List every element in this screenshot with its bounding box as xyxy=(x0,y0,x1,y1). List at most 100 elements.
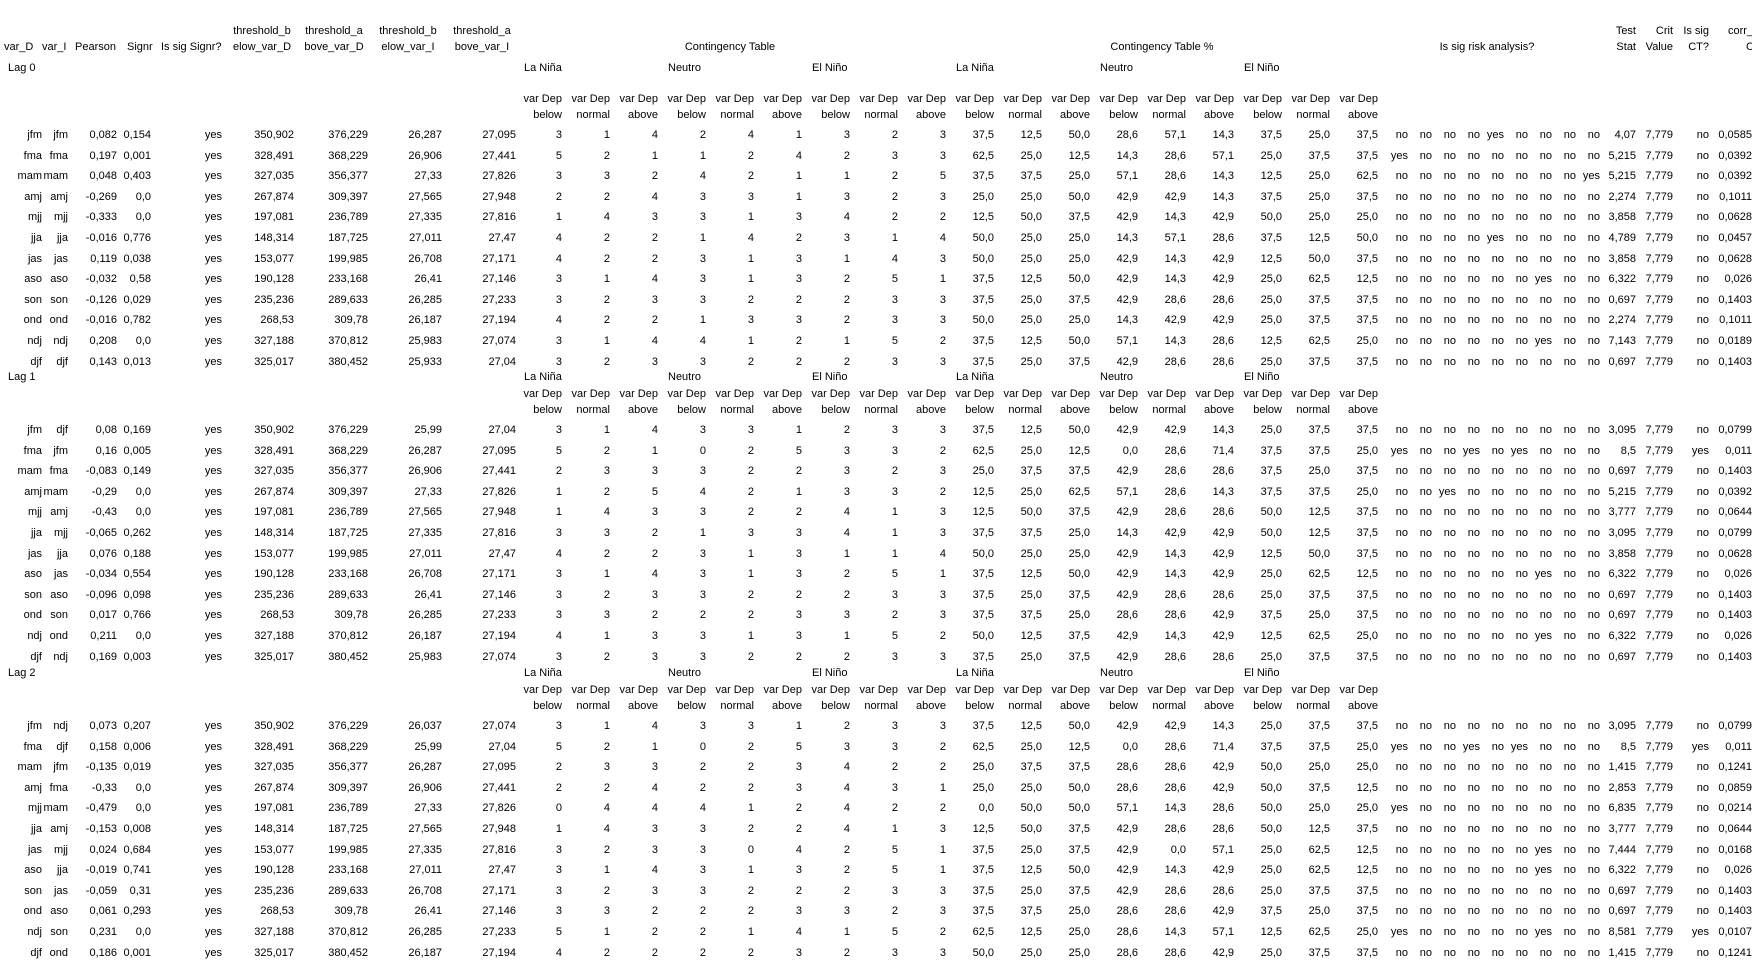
table-cell: yes xyxy=(204,424,222,436)
table-cell: no xyxy=(1696,190,1709,203)
table-cell: 42,9 xyxy=(1164,527,1186,539)
table-cell: 26,287 xyxy=(408,761,442,774)
table-cell: no xyxy=(1587,884,1600,897)
table-cell: no xyxy=(1696,149,1709,162)
table-cell: 37,5 xyxy=(1020,609,1042,622)
table-cell: 27,948 xyxy=(482,190,516,203)
table-cell: no xyxy=(1491,843,1504,856)
table-cell: no xyxy=(1587,129,1600,141)
table-cell: 37,5 xyxy=(1308,720,1330,732)
table-cell: 0,208 xyxy=(89,335,117,347)
table-cell: 1 xyxy=(603,864,610,877)
table-cell: 1 xyxy=(843,926,850,938)
table-cell: 3 xyxy=(555,609,562,622)
table-cell: 37,5 xyxy=(1356,129,1378,141)
category-header-bottom: below xyxy=(965,109,994,121)
table-cell: 4 xyxy=(891,252,898,265)
table-cell: 37,5 xyxy=(972,905,994,918)
table-cell: 7,444 xyxy=(1608,843,1636,856)
table-cell: 2 xyxy=(843,884,850,897)
category-header-top: var Dep xyxy=(811,684,850,696)
table-cell: 42,9 xyxy=(1212,630,1234,642)
table-cell: no xyxy=(1395,355,1408,368)
table-cell: 42,9 xyxy=(1116,568,1138,581)
table-cell: 309,397 xyxy=(328,781,368,794)
table-cell: no xyxy=(1563,720,1576,732)
table-cell: 3 xyxy=(603,609,610,622)
table-cell: 0,169 xyxy=(123,424,151,436)
table-cell: 2 xyxy=(891,609,898,622)
table-cell: no xyxy=(1419,823,1432,835)
table-cell: no xyxy=(1467,252,1480,265)
table-cell: 0,0859 xyxy=(1718,781,1752,794)
table-cell: ond xyxy=(49,314,68,327)
header-var-d: var_D xyxy=(4,41,34,53)
table-cell: no xyxy=(1563,465,1576,478)
table-cell: 2 xyxy=(555,781,562,794)
table-cell: 25,0 xyxy=(1260,588,1282,601)
table-cell: no xyxy=(1587,465,1600,478)
table-cell: 2 xyxy=(699,781,706,794)
table-cell: 42,9 xyxy=(1212,568,1234,581)
table-cell: no xyxy=(1696,232,1709,244)
table-cell: 37,5 xyxy=(1020,527,1042,539)
table-cell: 2 xyxy=(699,761,706,774)
table-cell: 25,0 xyxy=(1308,211,1330,224)
table-cell: no xyxy=(1395,823,1408,835)
table-cell: djf xyxy=(30,650,42,663)
table-cell: 3 xyxy=(651,884,658,897)
table-cell: 28,6 xyxy=(1212,335,1234,347)
table-cell: djf xyxy=(30,946,42,959)
table-cell: no xyxy=(1563,335,1576,347)
table-cell: no xyxy=(1419,740,1432,753)
table-cell: jas xyxy=(53,252,68,265)
table-cell: 27,194 xyxy=(482,946,516,959)
table-cell: 0,776 xyxy=(123,232,151,244)
table-cell: no xyxy=(1563,781,1576,794)
category-header-bottom: above xyxy=(772,404,802,416)
table-cell: 37,5 xyxy=(1260,485,1282,498)
category-header-bottom: below xyxy=(1253,109,1282,121)
table-cell: 37,5 xyxy=(1308,588,1330,601)
table-cell: 50,0 xyxy=(1068,568,1090,581)
header-corr-line2: C xyxy=(1746,41,1752,53)
table-cell: no xyxy=(1696,485,1709,498)
table-cell: son xyxy=(50,293,68,306)
table-cell: -0,333 xyxy=(85,211,117,224)
table-cell: 50,0 xyxy=(972,232,994,244)
table-cell: no xyxy=(1515,335,1528,347)
table-cell: 350,902 xyxy=(254,129,294,141)
table-cell: 3 xyxy=(603,761,610,774)
table-cell: no xyxy=(1395,781,1408,794)
table-cell: 3 xyxy=(939,293,946,306)
table-cell: no xyxy=(1563,802,1576,815)
table-cell: 7,779 xyxy=(1645,946,1673,959)
table-cell: no xyxy=(1563,740,1576,753)
table-cell: 26,906 xyxy=(408,465,442,478)
category-header-top: var Dep xyxy=(1099,388,1138,400)
category-header-top: var Dep xyxy=(1243,388,1282,400)
table-cell: 0,0392 xyxy=(1718,149,1752,162)
table-cell: -0,083 xyxy=(85,465,117,478)
table-cell: 0,026 xyxy=(1724,864,1752,877)
table-cell: no xyxy=(1563,149,1576,162)
table-cell: 2 xyxy=(747,884,754,897)
table-cell: 28,6 xyxy=(1212,588,1234,601)
table-cell: no xyxy=(1563,864,1576,877)
table-cell: 3 xyxy=(555,424,562,436)
table-cell: 3 xyxy=(939,465,946,478)
table-cell: 37,5 xyxy=(972,843,994,856)
table-cell: 27,171 xyxy=(482,568,516,581)
table-cell: -0,33 xyxy=(91,781,117,794)
table-cell: 368,229 xyxy=(328,740,368,753)
table-cell: jja xyxy=(30,232,42,244)
table-cell: no xyxy=(1419,465,1432,478)
table-cell: no xyxy=(1696,609,1709,622)
category-header-bottom: normal xyxy=(864,109,898,121)
table-cell: djf xyxy=(56,740,68,753)
table-cell: 1 xyxy=(747,864,754,877)
table-cell: no xyxy=(1587,485,1600,498)
table-cell: no xyxy=(1539,823,1552,835)
table-cell: 50,0 xyxy=(972,547,994,560)
table-cell: 1 xyxy=(843,335,850,347)
